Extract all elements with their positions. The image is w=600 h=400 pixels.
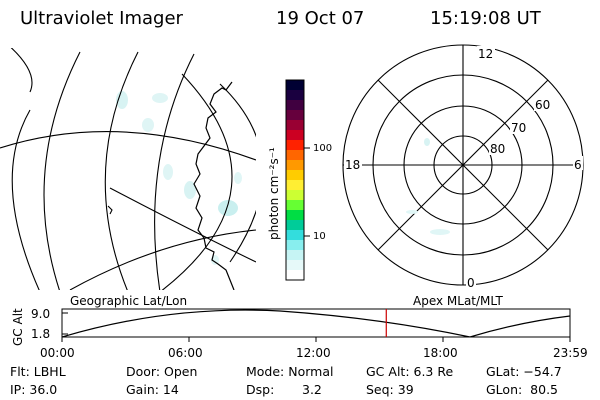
colorbar-tick-100: 100: [313, 143, 332, 154]
x-tick-2359: 23:59: [553, 346, 588, 360]
glat-value: GLat: −54.7: [486, 364, 562, 379]
dsp-label: Dsp:: [246, 382, 274, 397]
seq-value: Seq: 39: [366, 382, 414, 397]
colorbar-cell: [286, 130, 304, 141]
dsp-value: 3.2: [302, 382, 322, 397]
mlt-12-label: 12: [478, 47, 493, 61]
time-label: 15:19:08 UT: [430, 8, 542, 29]
glon-value: GLon: 80.5: [486, 382, 558, 397]
gc-alt-axis-label: GC Alt: [11, 308, 25, 346]
colorbar-tick-10: 10: [313, 231, 326, 242]
colorbar-cell: [286, 190, 304, 201]
altitude-curve: [62, 309, 570, 337]
lat-80-label: 80: [490, 142, 505, 156]
date-label: 19 Oct 07: [276, 8, 364, 29]
colorbar-cell: [286, 100, 304, 111]
colorbar-cell: [286, 140, 304, 151]
x-tick-1200: 12:00: [296, 346, 331, 360]
coastline: [193, 81, 235, 290]
gc-alt-min-label: 1.8: [31, 327, 50, 341]
filter-value: Flt: LBHL: [10, 364, 66, 379]
gc-alt-max-label: 9.0: [31, 307, 50, 321]
colorbar-cell: [286, 260, 304, 271]
info-panel: Flt: LBHL Door: Open Mode: Normal GC Alt…: [10, 364, 562, 397]
emission-patches: [116, 91, 242, 265]
colorbar-cell: [286, 210, 304, 221]
colorbar-cell: [286, 90, 304, 101]
mlt-6-label: 6: [574, 158, 582, 172]
colorbar-label: photon cm⁻²s⁻¹: [267, 147, 281, 240]
colorbar-cell: [286, 120, 304, 131]
gc-alt-value: GC Alt: 6.3 Re: [366, 364, 453, 379]
lat-70-label: 70: [511, 121, 526, 135]
door-value: Door: Open: [126, 364, 197, 379]
colorbar-cell: [286, 220, 304, 231]
app-title: Ultraviolet Imager: [20, 8, 184, 29]
apex-label: Apex MLat/MLT: [413, 294, 503, 308]
colorbar-cell: [286, 230, 304, 241]
colorbar-cell: [286, 110, 304, 121]
ip-value: IP: 36.0: [10, 382, 57, 397]
colorbar-cell: [286, 250, 304, 261]
mlt-0-label: 0: [467, 276, 475, 290]
geographic-map: [0, 48, 256, 290]
colorbar-cell: [286, 270, 304, 281]
polar-labels: 12 18 6 0 60 70 80: [344, 46, 583, 290]
color-bar: 100 10 photon cm⁻²s⁻¹: [267, 79, 332, 281]
x-tick-0600: 06:00: [168, 346, 203, 360]
colorbar-cell: [286, 180, 304, 191]
colorbar-cell: [286, 80, 304, 91]
polar-plot: [342, 44, 584, 286]
colorbar-cell: [286, 150, 304, 161]
altitude-timeline: Geographic Lat/Lon Apex MLat/MLT GC Alt …: [11, 294, 588, 360]
colorbar-cell: [286, 170, 304, 181]
gain-value: Gain: 14: [126, 382, 179, 397]
colorbar-cell: [286, 200, 304, 211]
mlt-18-label: 18: [345, 158, 360, 172]
x-tick-1800: 18:00: [423, 346, 458, 360]
mode-value: Mode: Normal: [246, 364, 333, 379]
geographic-label: Geographic Lat/Lon: [70, 294, 187, 308]
lat-60-label: 60: [535, 98, 550, 112]
colorbar-cell: [286, 160, 304, 171]
colorbar-cell: [286, 240, 304, 251]
x-tick-0000: 00:00: [40, 346, 75, 360]
